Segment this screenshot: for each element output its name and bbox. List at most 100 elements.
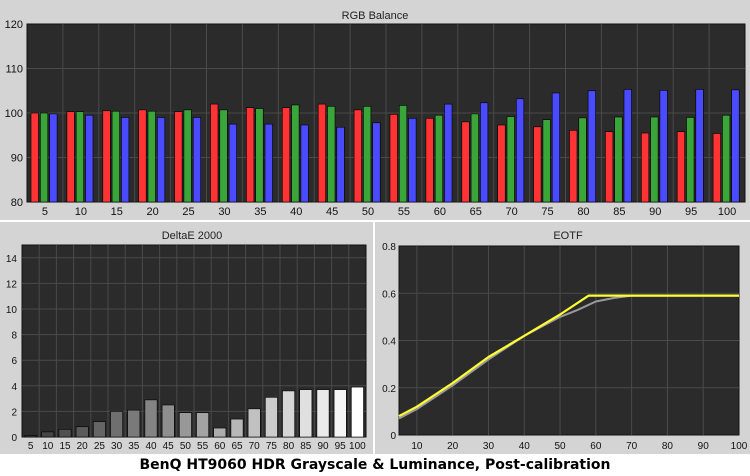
green-bar: [291, 104, 300, 203]
red-bar: [102, 110, 111, 203]
blue-bar: [444, 103, 453, 203]
green-bar: [578, 117, 587, 203]
y-tick-label: 6: [11, 356, 17, 367]
x-tick-label: 20: [147, 206, 159, 218]
blue-bar: [336, 126, 345, 203]
green-bar: [506, 116, 515, 203]
deltae-bar: [264, 397, 278, 438]
x-tick-label: 45: [163, 441, 175, 452]
red-bar: [497, 124, 506, 203]
green-bar: [75, 111, 84, 203]
y-tick-label: 4: [11, 382, 17, 393]
x-tick-label: 40: [290, 206, 302, 218]
x-tick-label: 50: [362, 206, 374, 218]
y-tick-label: 0.2: [382, 384, 396, 395]
x-tick-label: 75: [541, 206, 553, 218]
blue-bar: [515, 98, 525, 203]
x-tick-label: 80: [577, 206, 589, 218]
x-tick-label: 30: [218, 206, 230, 218]
red-bar: [30, 112, 39, 203]
red-bar: [210, 103, 219, 203]
y-tick-label: 8: [11, 331, 17, 342]
x-tick-label: 35: [254, 206, 266, 218]
deltae-bar: [179, 412, 192, 438]
x-tick-label: 70: [249, 441, 261, 452]
x-tick-label: 5: [42, 206, 48, 218]
blue-bar: [85, 114, 94, 203]
rgb-balance-panel: RGB Balance 80 90 100 110 120 5 10 15 20 25 30 35 4…: [0, 0, 750, 220]
rgb-balance-title: RGB Balance: [342, 10, 409, 22]
x-tick-label: 50: [554, 441, 566, 452]
red-bar: [712, 133, 721, 203]
x-tick-label: 15: [59, 441, 71, 452]
x-tick-label: 10: [411, 441, 423, 452]
x-tick-label: 20: [447, 441, 459, 452]
deltae-title: DeltaE 2000: [162, 230, 223, 242]
red-bar: [281, 107, 291, 203]
red-bar: [569, 130, 578, 203]
blue-bar: [659, 90, 668, 203]
blue-bar: [695, 89, 704, 203]
x-tick-label: 60: [214, 441, 226, 452]
deltae-panel: DeltaE 2000 0 2 4 6 8 10 12 14 5 10 15 20 25 30 35 40 4…: [0, 222, 373, 454]
green-bar: [542, 119, 551, 203]
green-bar: [111, 110, 120, 203]
blue-bar: [623, 89, 632, 203]
blue-bar: [49, 113, 58, 203]
eotf-measured-line: [398, 294, 739, 418]
deltae-bar: [350, 386, 364, 438]
x-tick-label: 95: [335, 441, 347, 452]
deltae-bar: [282, 390, 295, 438]
x-tick-label: 100: [731, 441, 748, 452]
deltae-bar: [110, 411, 123, 438]
x-tick-label: 15: [111, 206, 123, 218]
x-tick-label: 75: [266, 441, 278, 452]
y-tick-label: 90: [11, 153, 23, 165]
blue-bar: [551, 92, 561, 203]
eotf-panel: EOTF 0 0.2 0.4 0.6 0.8 10 20 30 40 50 60 70 80 90 100: [375, 222, 750, 454]
x-tick-label: 65: [470, 206, 482, 218]
x-tick-label: 90: [649, 206, 661, 218]
x-tick-label: 40: [519, 441, 531, 452]
blue-bar: [228, 123, 237, 203]
deltae-bar: [58, 429, 72, 438]
deltae-bar: [93, 421, 106, 438]
x-tick-label: 30: [483, 441, 495, 452]
x-tick-label: 25: [182, 206, 194, 218]
green-bar: [363, 106, 372, 203]
x-tick-label: 85: [613, 206, 625, 218]
deltae-bar: [24, 435, 37, 438]
deltae-bar: [144, 399, 158, 438]
x-tick-label: 60: [434, 206, 446, 218]
x-tick-label: 60: [590, 441, 602, 452]
y-tick-label: 0.6: [382, 289, 396, 300]
deltae-bar: [161, 404, 175, 438]
y-tick-label: 120: [5, 19, 23, 31]
blue-bar: [264, 123, 273, 203]
red-bar: [317, 103, 327, 203]
x-tick-label: 20: [77, 441, 89, 452]
x-tick-label: 5: [28, 441, 34, 452]
y-tick-label: 0: [390, 431, 396, 442]
x-tick-label: 70: [506, 206, 518, 218]
x-tick-label: 40: [145, 441, 157, 452]
deltae-bar: [299, 389, 313, 438]
blue-bar: [731, 89, 740, 203]
red-bar: [461, 121, 470, 203]
x-tick-label: 50: [180, 441, 192, 452]
deltae-bar: [127, 409, 141, 438]
red-bar: [246, 107, 255, 203]
blue-bar: [157, 117, 166, 203]
red-bar: [138, 109, 147, 203]
red-bar: [174, 111, 183, 203]
y-tick-label: 14: [6, 254, 18, 265]
y-tick-label: 2: [11, 407, 17, 418]
deltae-bar: [230, 418, 244, 438]
x-tick-label: 55: [197, 441, 209, 452]
deltae-bar: [247, 408, 261, 438]
x-tick-label: 80: [662, 441, 674, 452]
green-bar: [686, 117, 695, 203]
x-tick-label: 65: [231, 441, 243, 452]
green-bar: [39, 112, 49, 203]
green-bar: [398, 105, 408, 203]
